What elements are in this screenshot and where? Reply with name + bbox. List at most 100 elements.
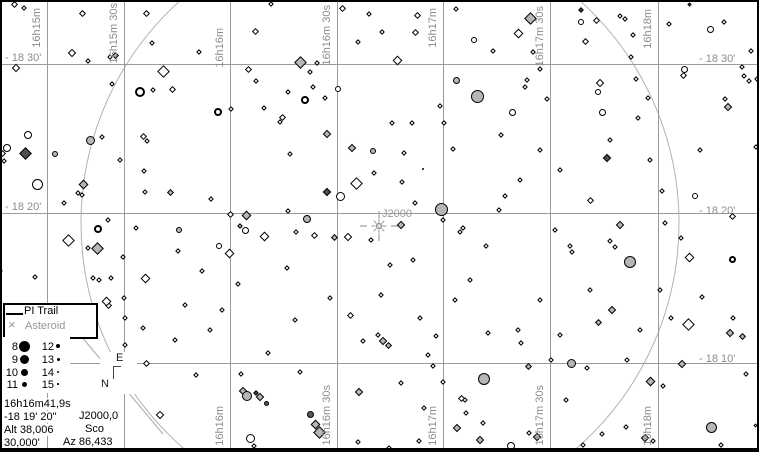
mag-label: 13 [41,354,54,366]
star-object[interactable] [471,37,477,43]
star-object[interactable] [422,168,424,170]
star-object[interactable] [24,131,32,139]
dec-label-right: - 18 30' [699,53,736,65]
trail-legend-box: PI Trail × Asteroid [3,303,98,339]
dec-label-right: - 18 20' [699,205,736,217]
mag-label: 15 [41,379,54,391]
star-object[interactable] [216,243,222,249]
status-constellation: Sco [84,423,105,435]
ra-label-top: 16h17m 30s [534,6,546,67]
star-object[interactable] [705,421,717,433]
ra-gridline [124,0,125,448]
chart-border-right [757,0,759,452]
ra-label-bottom: 16h16m 30s [321,385,333,446]
star-object[interactable] [214,108,222,116]
star-object[interactable] [301,96,309,104]
star-object[interactable] [598,108,606,116]
mag-dot [56,357,60,361]
mag-dot [20,368,28,376]
asteroid-symbol-icon: × [8,317,16,332]
chart-border-left [0,0,2,452]
status-field: 30,000' [3,437,41,449]
star-object[interactable] [31,178,43,190]
dec-gridline [0,363,759,364]
ra-label-top: 16h17m [427,8,439,48]
dec-gridline [0,213,759,214]
star-object[interactable] [595,89,601,95]
star-object[interactable] [686,1,692,7]
dec-label-right: - 18 10' [699,353,736,365]
dec-label-left: - 18 20' [5,201,42,213]
mag-dot [19,354,29,364]
status-readout: 16h16m41,9s J2000,0 -18 19' 20" Sco Alt … [3,386,238,452]
star-object[interactable] [706,25,714,33]
star-object[interactable] [335,86,341,92]
target-marker-label: J2000 [382,208,412,220]
ra-label-bottom: 16h17m [427,406,439,446]
trail-line-sample [6,313,23,315]
star-object[interactable] [241,226,249,234]
asteroid-legend-label: Asteroid [25,320,66,332]
star-object[interactable] [470,89,484,103]
star-object[interactable] [434,202,448,216]
ra-label-top: 16h16m 30s [321,5,333,66]
status-epoch: J2000,0 [78,410,120,422]
star-object[interactable] [306,410,314,418]
compass-rose: E N [100,352,137,394]
fov-circle [80,0,680,452]
compass-axes-icon [113,366,121,379]
mag-label: 9 [11,354,18,366]
compass-north-label: N [101,378,109,390]
star-object[interactable] [94,225,102,233]
status-az: Az 86,433 [62,436,114,448]
status-ra: 16h16m41,9s [3,398,72,410]
ra-gridline [550,0,551,448]
star-object[interactable] [692,193,698,199]
mag-dot [57,383,59,385]
star-object[interactable] [566,358,576,368]
dec-label-left: - 18 30' [5,52,42,64]
star-object[interactable] [478,373,490,385]
star-object[interactable] [242,391,252,401]
star-object[interactable] [578,19,584,25]
star-object[interactable] [135,87,145,97]
star-object[interactable] [52,151,58,157]
trail-legend-label: PI Trail [24,305,59,317]
star-object[interactable] [85,135,95,145]
star-object[interactable] [370,148,376,154]
mag-dot [18,340,30,352]
status-dec-const: -18 19' 20" Sco [3,399,105,435]
status-alt: Alt 38,006 [3,424,55,436]
star-object[interactable] [624,256,636,268]
star-object[interactable] [728,255,736,263]
ra-gridline [47,0,48,448]
status-field-size: 30,000' [3,425,41,449]
magnitude-legend: 8 9 10 11 12 13 14 15 [0,337,70,393]
ra-gridline [658,0,659,448]
ra-label-top: 16h16m [214,28,226,68]
mag-label: 10 [5,367,18,379]
ra-gridline [337,0,338,448]
star-object[interactable] [303,215,311,223]
status-altaz: Alt 38,006 Az 86,433 [3,412,114,448]
status-dec: -18 19' 20" [3,411,58,423]
star-object[interactable] [245,433,255,443]
ra-label-top: 16h18m [642,9,654,49]
star-object[interactable] [508,108,516,116]
mag-label: 14 [41,367,54,379]
star-object[interactable] [3,144,11,152]
mag-dot [56,344,60,348]
star-object[interactable] [335,191,345,201]
mag-dot [56,370,60,374]
star-object[interactable] [263,400,269,406]
chart-border-top [0,0,759,2]
star-object[interactable] [176,227,182,233]
mag-dot [21,381,27,387]
ra-label-top: 16h15m 30s [108,3,120,64]
star-object[interactable] [452,76,460,84]
dec-gridline [0,64,759,65]
star-object[interactable] [680,65,688,73]
ra-label-top: 16h15m [31,8,43,48]
ra-label-bottom: 16h18m [642,406,654,446]
